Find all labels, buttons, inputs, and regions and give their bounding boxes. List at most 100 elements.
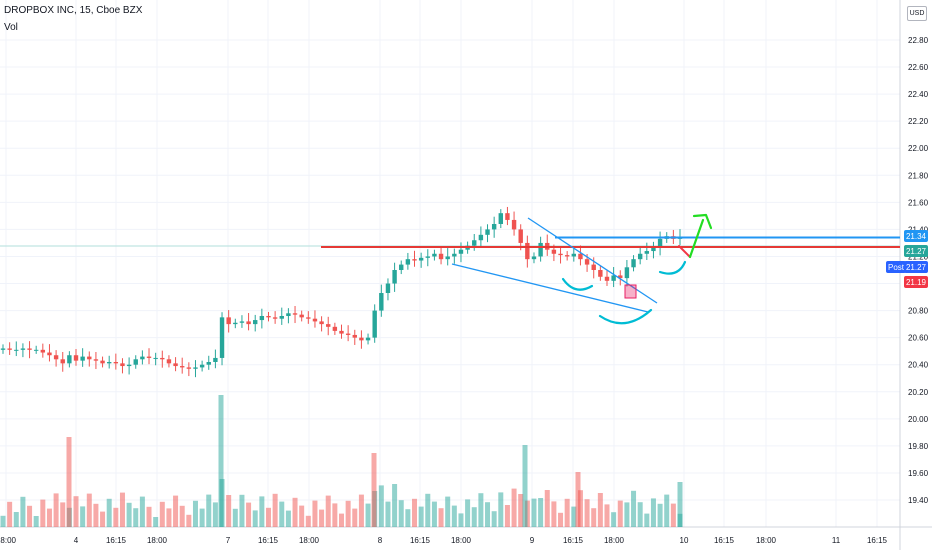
candle-body — [173, 363, 178, 367]
candle-body — [133, 359, 138, 365]
candle-body — [359, 337, 364, 341]
volume-bar — [564, 498, 570, 527]
volume-bar — [66, 437, 72, 527]
candle-body — [326, 324, 331, 327]
volume-bar — [345, 500, 351, 527]
candle-body — [332, 326, 338, 331]
cyan-arc-bottom — [598, 308, 653, 325]
volume-bar — [518, 494, 524, 527]
volume-bar — [239, 494, 245, 527]
volume-bar — [538, 498, 544, 527]
volume-bar — [192, 500, 198, 527]
candle-body — [113, 362, 119, 364]
volume-bar — [451, 505, 457, 527]
candle-body — [259, 316, 265, 321]
candle-body — [345, 333, 351, 335]
candle-body — [571, 253, 577, 257]
y-tick-label: 22.80 — [908, 36, 929, 45]
price-badge[interactable] — [904, 261, 928, 273]
x-tick-label: 16:15 — [410, 536, 431, 545]
price-badge[interactable] — [904, 276, 928, 288]
price-badge-label: 21.27 — [906, 247, 927, 256]
candle-body — [611, 275, 616, 281]
x-tick-label: 16:15 — [714, 536, 735, 545]
x-tick-label: 7 — [226, 536, 231, 545]
candle-body — [0, 348, 6, 350]
wedge-upper-trendline[interactable] — [527, 217, 658, 304]
volume-bar — [60, 502, 66, 527]
candle-body — [40, 349, 46, 353]
volume-bar — [252, 510, 258, 527]
volume-bar — [279, 501, 285, 527]
volume-bar — [418, 506, 424, 527]
volume-bar — [46, 508, 52, 527]
x-tick-label: 18:00 — [451, 536, 472, 545]
volume-bar — [365, 503, 371, 527]
candle-body — [67, 355, 72, 364]
x-tick-label: 18:00 — [0, 536, 17, 545]
candle-body — [279, 316, 284, 319]
candle-body — [505, 213, 510, 220]
volume-bar — [352, 508, 358, 527]
volume-bar — [153, 517, 159, 527]
candle-body — [213, 357, 218, 362]
candle-body — [193, 367, 198, 369]
volume-bar — [371, 453, 377, 527]
candle-body — [472, 240, 477, 246]
y-tick-label: 21.60 — [908, 198, 929, 207]
volume-bar — [511, 488, 517, 527]
candle-body — [53, 355, 59, 360]
volume-bar — [100, 511, 106, 527]
volume-bar — [199, 508, 205, 527]
candle-body — [286, 313, 291, 316]
volume-bar — [522, 445, 528, 527]
x-tick-label: 18:00 — [604, 536, 625, 545]
volume-indicator-label[interactable]: Vol — [4, 22, 18, 33]
candle-body — [93, 359, 99, 361]
candle-body — [253, 320, 258, 325]
symbol-title[interactable]: DROPBOX INC, 15, Cboe BZX — [4, 5, 143, 16]
volume-bar — [13, 512, 19, 527]
wedge-lower-trendline[interactable] — [451, 263, 649, 313]
volume-bar — [73, 496, 79, 527]
volume-bar — [265, 507, 271, 527]
candle-body — [106, 362, 112, 364]
price-badge-label: Post — [888, 263, 905, 272]
candle-body — [432, 253, 437, 257]
price-badge[interactable] — [886, 261, 906, 273]
candle-body — [292, 313, 298, 315]
candle-body — [618, 275, 623, 279]
candle-body — [598, 270, 603, 277]
candle-body — [306, 317, 311, 319]
candle-body — [153, 357, 158, 359]
candle-body — [319, 321, 324, 325]
volume-bar — [597, 493, 603, 527]
candle-body — [452, 253, 457, 257]
volume-bar — [332, 503, 338, 527]
candle-body — [564, 255, 570, 257]
volume-bar — [173, 495, 179, 527]
volume-bar — [93, 503, 99, 527]
volume-bar — [478, 493, 484, 527]
volume-bar — [20, 496, 26, 527]
candle-body — [591, 264, 596, 270]
price-badge[interactable] — [904, 230, 928, 242]
candle-body — [405, 259, 411, 265]
green-arrow-shaft — [688, 218, 705, 259]
volume-bar — [531, 498, 537, 527]
volume-bar — [631, 490, 637, 527]
candle-body — [372, 310, 377, 338]
red-pullback-stroke — [678, 245, 691, 258]
volume-bar — [398, 500, 404, 527]
volume-bar — [27, 505, 33, 527]
candle-body — [140, 356, 145, 360]
currency-button[interactable]: USD — [907, 6, 927, 21]
candle-body — [657, 238, 663, 247]
volume-bar — [385, 501, 391, 527]
x-tick-label: 9 — [530, 536, 535, 545]
price-badge[interactable] — [904, 245, 928, 257]
x-tick-label: 4 — [74, 536, 79, 545]
y-tick-label: 22.20 — [908, 117, 929, 126]
x-tick-label: 18:00 — [147, 536, 168, 545]
